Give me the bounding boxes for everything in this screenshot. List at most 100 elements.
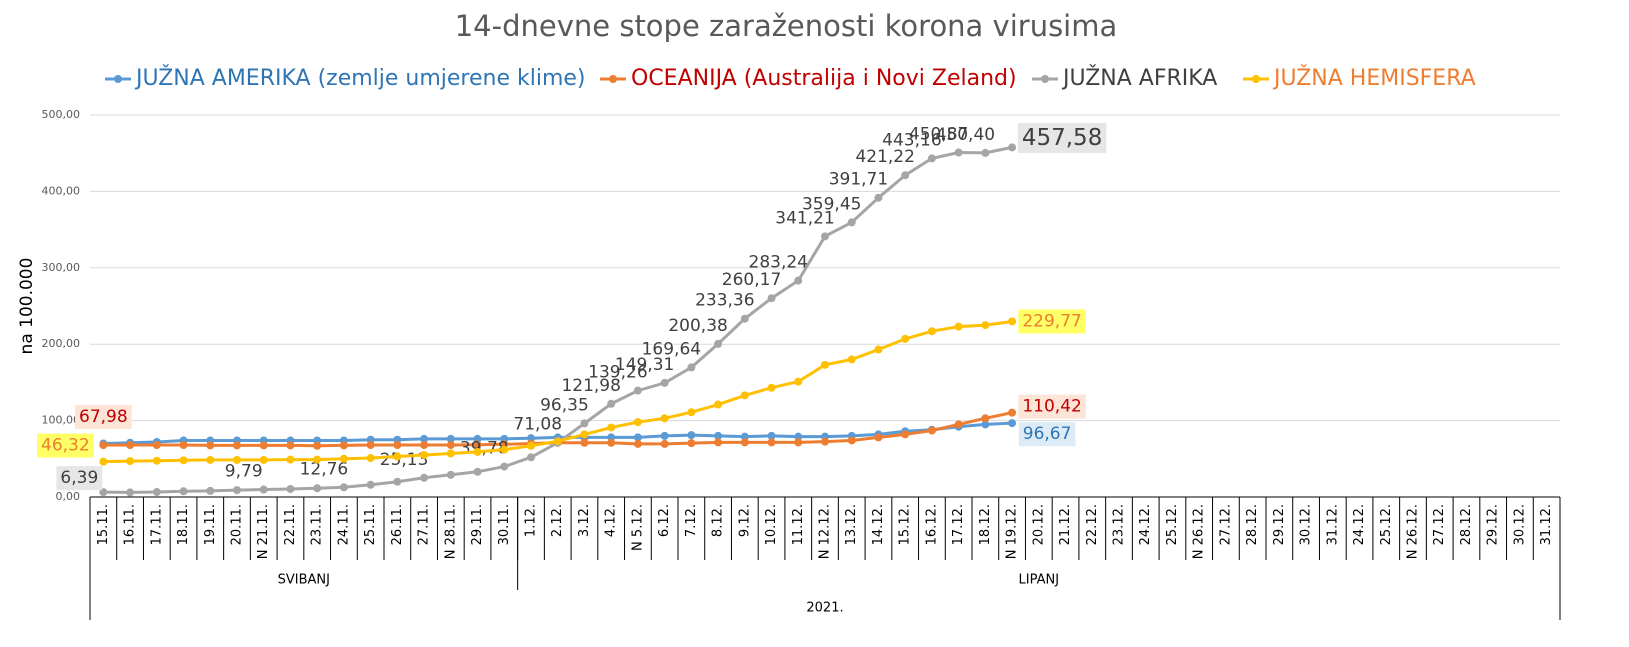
x-tick-label: 15.12. [898,504,913,545]
data-point [179,487,188,496]
x-tick-label: 22.11. [283,504,298,545]
data-label-background [37,433,94,458]
data-point [473,434,482,443]
data-point [927,426,936,435]
data-point [660,414,669,423]
data-point [420,434,429,443]
data-label-group: 421,22 [855,147,914,167]
data-point [580,438,589,447]
data-point [874,345,883,354]
data-point [446,441,455,450]
x-tick-label: 31.12. [1325,504,1340,545]
y-axis-label: na 100.000 [17,258,37,355]
data-label: 260,17 [722,270,781,290]
data-point [339,441,348,450]
data-point [420,450,429,459]
legend-marker [114,75,122,83]
data-point [847,436,856,445]
data-label-group: 96,67 [1018,422,1076,447]
data-label-background [1018,422,1076,447]
data-point [714,431,723,440]
data-label-group: 12,76 [300,459,349,479]
x-tick-label: 29.11. [470,504,485,545]
x-tick-label: 16.12. [924,504,939,545]
x-tick-label: 22.12. [1085,504,1100,545]
data-label: 9,79 [225,462,263,482]
x-tick-label: N 21.11. [256,504,271,559]
data-point [740,391,749,400]
data-point [1008,419,1017,428]
x-tick-label: 27.12. [1218,504,1233,545]
x-tick-label: 20.11. [230,504,245,545]
data-point [126,457,135,466]
data-point [286,455,295,464]
x-tick-label: N 5.12. [630,504,645,551]
data-label-group: 110,42 [1018,394,1086,419]
x-tick-label: N 28.11. [443,504,458,559]
data-point [740,314,749,323]
x-tick-label: 3.12. [577,504,592,537]
data-point [393,477,402,486]
data-label-background [56,466,103,491]
data-label-group: 391,71 [829,170,888,190]
data-label: 6,39 [60,468,98,488]
x-tick-label: 28.12. [1245,504,1260,545]
data-point [714,339,723,348]
data-point [179,456,188,465]
data-label: 71,08 [513,415,562,435]
legend-marker [1252,75,1260,83]
data-point [527,453,535,462]
data-point [794,377,803,386]
data-point [794,432,803,441]
y-tick-label: 0,00 [56,490,81,503]
year-label: 2021. [806,601,843,616]
x-tick-label: 26.11. [390,504,405,545]
data-label: 229,77 [1022,311,1081,331]
data-label-group: 169,64 [642,339,701,359]
data-point [740,438,749,447]
x-tick-label: 25.11. [363,504,378,545]
data-label: 450,87 [909,125,968,145]
data-point [286,484,295,493]
data-label: 96,67 [1023,424,1072,444]
x-tick-label: 4.12. [604,504,619,537]
x-tick-label: N 12.12. [818,504,833,559]
data-point [687,408,696,417]
data-point [954,322,963,331]
x-tick-label: 14.12. [871,504,886,545]
data-point [607,438,616,447]
data-point [1008,317,1017,326]
data-point [420,441,429,450]
data-label: 200,38 [668,316,727,336]
data-point [981,414,990,423]
data-point [99,457,108,466]
data-label: 233,36 [695,291,754,311]
data-label: 283,24 [749,253,808,273]
data-label-group: 121,98 [561,376,620,396]
x-tick-label: 27.11. [417,504,432,545]
x-tick-label: 8.12. [711,504,726,537]
data-point [714,438,723,447]
data-label-group: 71,08 [513,415,562,435]
data-point [687,439,696,448]
data-point [767,431,776,440]
data-point [901,430,910,439]
data-point [393,452,402,461]
data-point [633,433,642,442]
x-tick-label: 13.12. [844,504,859,545]
data-point [313,441,322,450]
data-point [233,486,241,495]
data-label-group: 450,87 [909,125,968,145]
data-point [366,480,375,489]
y-tick-label: 200,00 [42,337,81,350]
data-label-group: 46,32 [37,433,94,458]
x-tick-label: 24.12. [1138,504,1153,545]
data-point [767,294,776,303]
data-point [553,437,562,446]
data-label-group: 260,17 [722,270,781,290]
data-point [767,383,776,392]
data-label: 110,42 [1022,397,1081,417]
y-tick-label: 100,00 [42,414,81,427]
